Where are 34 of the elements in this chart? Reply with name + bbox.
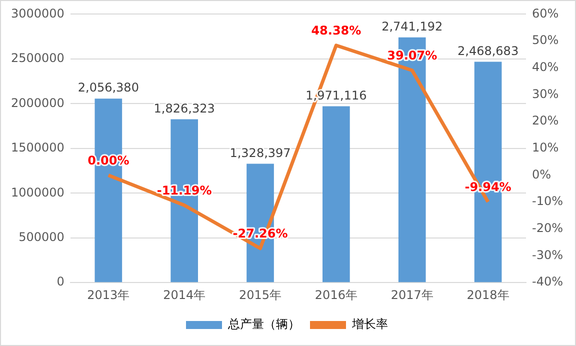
- y2-tick-label: -10%: [532, 194, 564, 208]
- x-tick-label: 2017年: [390, 288, 434, 302]
- y2-tick-label: 60%: [532, 6, 559, 20]
- y2-tick-label: 40%: [532, 60, 559, 74]
- x-tick-label: 2015年: [238, 288, 282, 302]
- y2-tick-label: -40%: [532, 274, 564, 289]
- y-tick-label: 3000000: [10, 6, 64, 20]
- data-label: 1,826,323: [154, 101, 215, 116]
- y2-tick-label: 0%: [532, 167, 552, 182]
- data-label: 2,741,192: [382, 19, 443, 34]
- x-tick-label: 2014年: [163, 288, 206, 302]
- data-label: 1,328,397: [230, 146, 291, 160]
- y2-tick-label: 10%: [532, 140, 559, 155]
- y2-tick-label: -20%: [532, 221, 564, 236]
- y2-tick-label: -30%: [532, 248, 564, 262]
- y-tick-label: 1500000: [10, 140, 64, 155]
- data-label: 48.38%: [311, 24, 362, 38]
- y2-tick-label: 30%: [532, 86, 559, 101]
- y-tick-label: 2000000: [10, 96, 64, 110]
- y2-tick-label: 50%: [532, 33, 559, 48]
- y-tick-label: 1000000: [10, 185, 64, 200]
- x-tick-label: 2016年: [314, 288, 358, 302]
- x-tick-label: 2018年: [466, 288, 510, 302]
- data-label: 2,468,683: [457, 44, 519, 58]
- y2-tick-label: 20%: [532, 114, 559, 128]
- legend-label: 总产量（辆）: [227, 317, 300, 332]
- data-label: -27.26%: [232, 226, 288, 241]
- y-tick-label: 2500000: [10, 51, 64, 66]
- y-tick-label: 500000: [18, 230, 64, 244]
- x-tick-label: 2013年: [87, 288, 130, 302]
- legend-label: 增长率: [351, 317, 388, 332]
- data-label: 2,056,380: [78, 80, 139, 95]
- bar: [322, 106, 350, 282]
- y-tick-label: 0: [56, 274, 64, 289]
